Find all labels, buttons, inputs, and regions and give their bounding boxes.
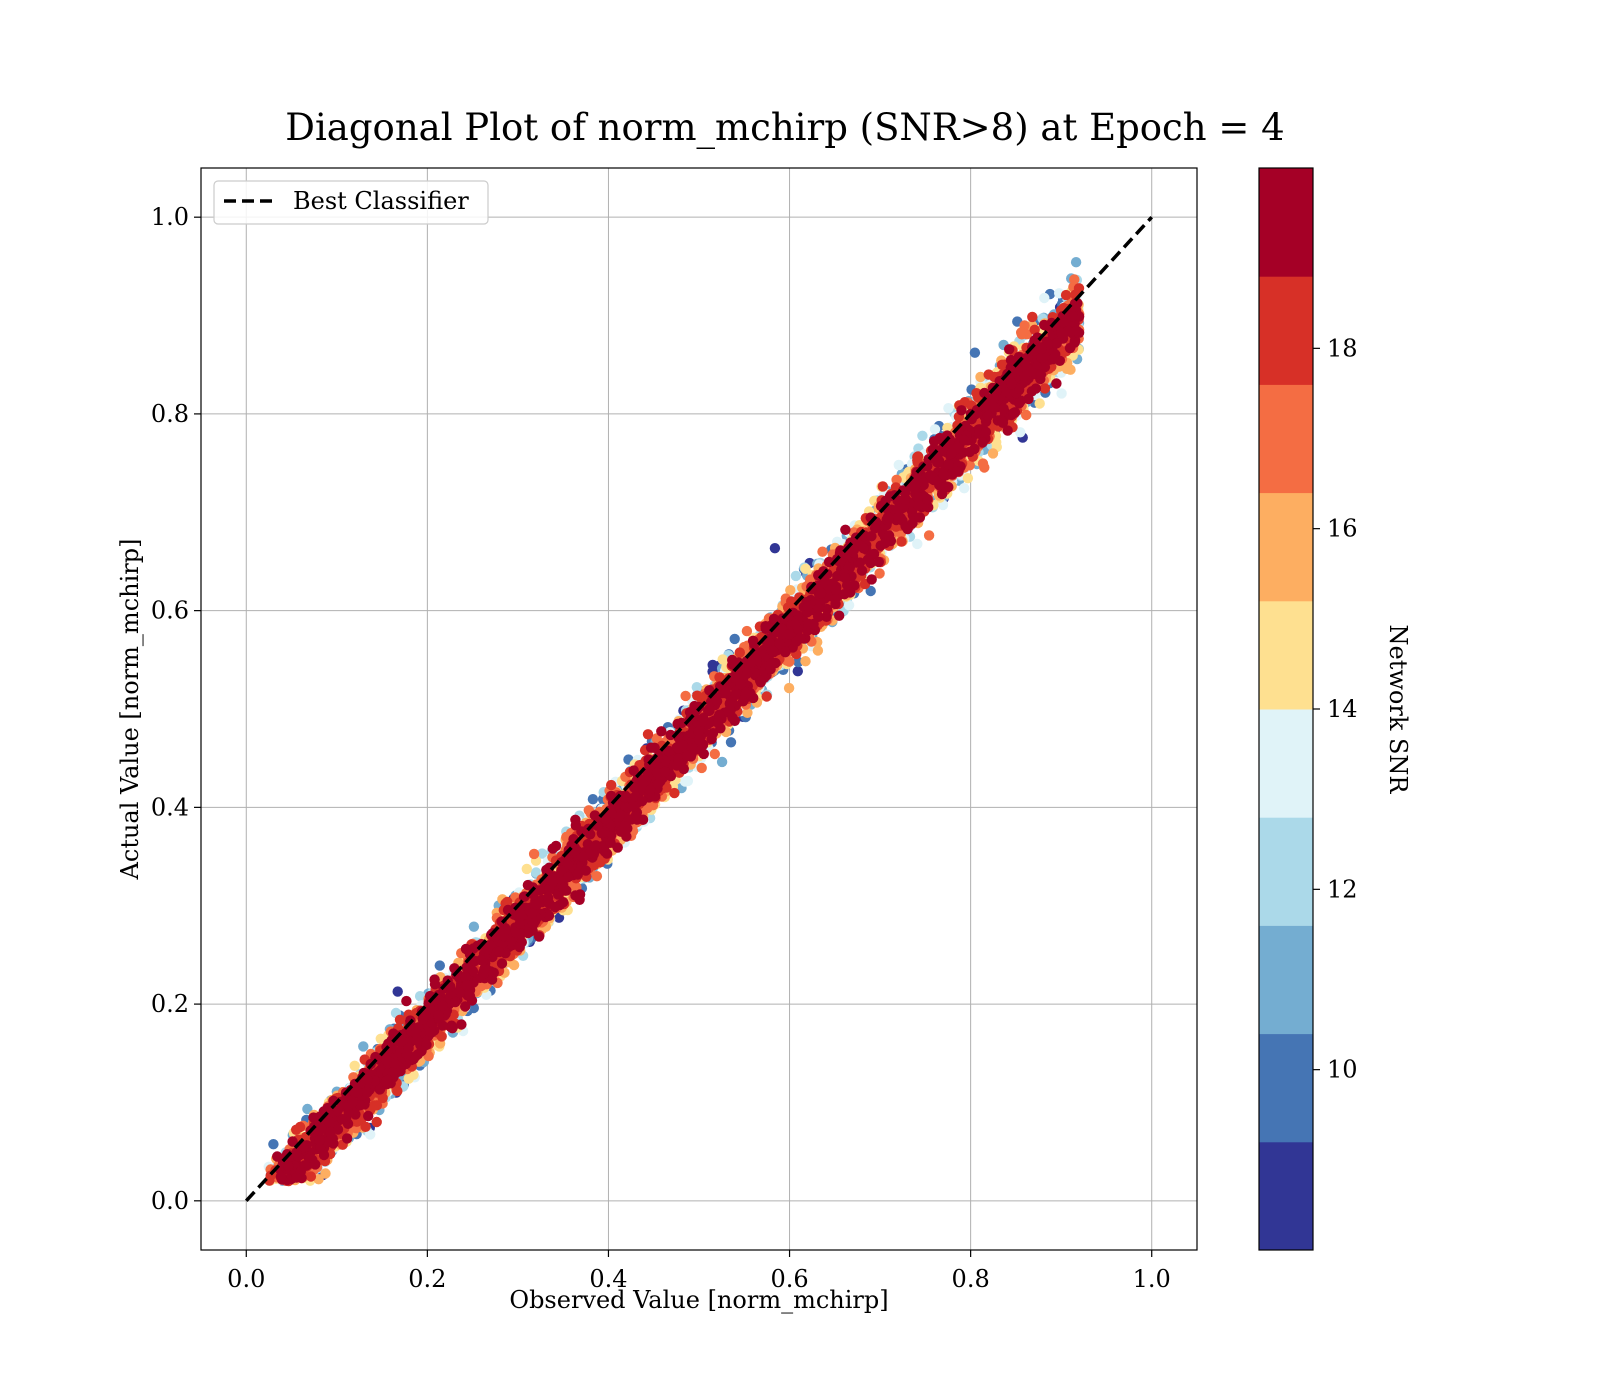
scatter-point xyxy=(891,474,902,485)
scatter-point xyxy=(942,422,953,434)
scatter-point xyxy=(790,570,802,582)
scatter-point xyxy=(977,458,989,469)
scatter-point xyxy=(785,585,796,596)
scatter-point xyxy=(1039,292,1050,304)
scatter-point xyxy=(800,563,811,574)
scatter-point xyxy=(1034,398,1045,409)
scatter-point xyxy=(917,430,928,441)
scatter-point xyxy=(1065,364,1076,375)
scatter-point xyxy=(800,656,811,667)
plot-area: 0.0 0.2 0.4 0.6 0.8 1.0 0.00.20.40.60.81.0 xyxy=(151,167,1198,1293)
scatter-point xyxy=(943,403,954,414)
scatter-points xyxy=(263,257,1085,1187)
scatter-point xyxy=(375,1033,386,1045)
scatter-point xyxy=(929,424,941,435)
scatter-point xyxy=(742,707,753,718)
scatter-point xyxy=(969,347,981,358)
scatter-point xyxy=(587,794,599,805)
scatter-point xyxy=(320,1168,331,1179)
scatter-point xyxy=(959,483,970,494)
scatter-point xyxy=(468,921,480,932)
scatter-point xyxy=(716,756,728,768)
chart-title: Diagonal Plot of norm_mchirp (SNR>8) at … xyxy=(285,106,1284,150)
scatter-point xyxy=(962,473,974,484)
scatter-point xyxy=(392,986,403,997)
scatter-point xyxy=(349,1060,360,1072)
scatter-point xyxy=(1056,388,1067,399)
scatter-point xyxy=(414,991,426,1002)
scatter-point xyxy=(682,775,694,787)
scatter-point xyxy=(691,682,702,693)
scatter-point xyxy=(521,863,532,875)
scatter-point xyxy=(268,1139,279,1150)
scatter-point xyxy=(792,666,803,677)
scatter-point xyxy=(783,682,795,694)
scatter-point xyxy=(1016,327,1027,338)
scatter-point xyxy=(975,371,986,383)
scatter-point xyxy=(987,448,999,459)
scatter-point xyxy=(729,633,740,645)
scatter-point xyxy=(358,1041,369,1052)
scatter-point xyxy=(843,600,855,611)
scatter-point xyxy=(302,1103,313,1115)
scatter-point xyxy=(912,538,923,550)
scatter-point xyxy=(717,654,728,665)
scatter-point xyxy=(365,1129,376,1140)
scatter-point xyxy=(812,645,824,656)
scatter-point xyxy=(434,960,445,971)
scatter-point xyxy=(817,546,828,557)
scatter-point xyxy=(508,959,520,971)
scatter-point xyxy=(1020,409,1032,421)
scatter-point xyxy=(893,459,904,471)
scatter-point xyxy=(865,585,876,597)
scatter-point xyxy=(536,848,548,859)
scatter-point xyxy=(591,871,603,882)
scatter-point xyxy=(709,748,720,760)
scatter-point xyxy=(1015,427,1026,438)
scatter-point xyxy=(1070,257,1082,268)
scatter-point xyxy=(725,737,737,748)
scatter-point xyxy=(769,543,781,554)
